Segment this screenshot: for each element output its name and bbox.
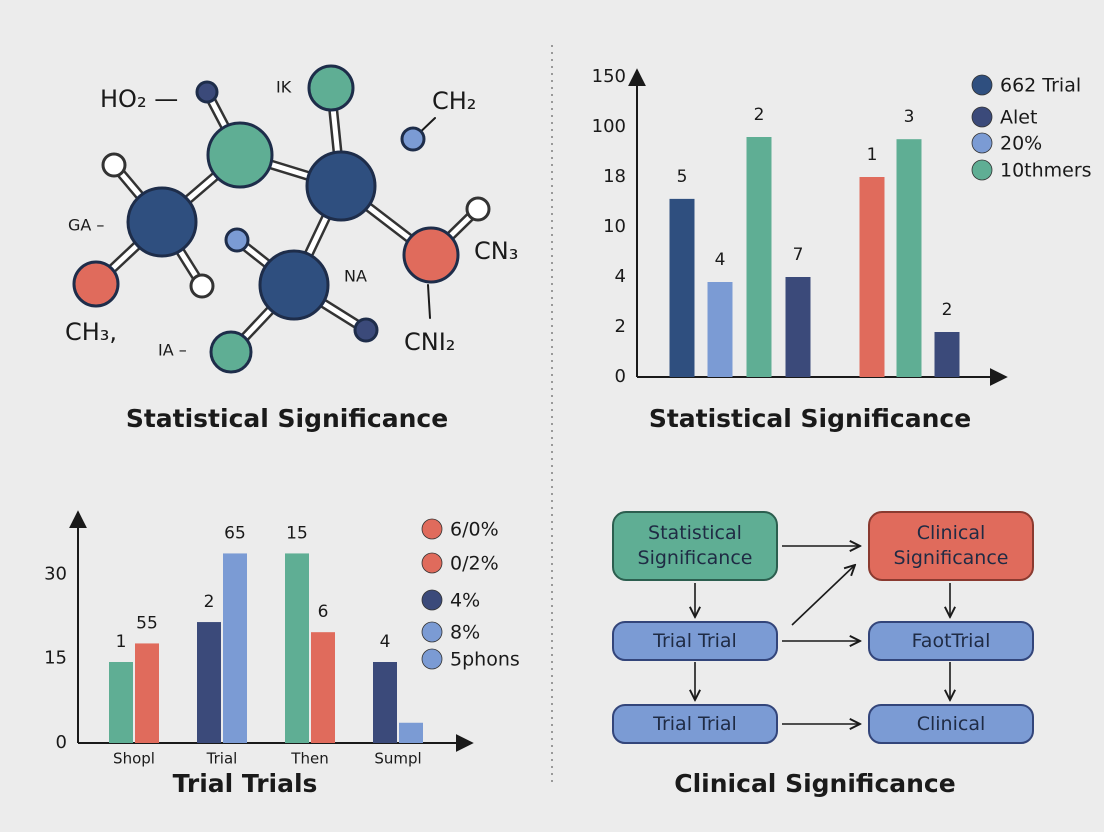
legend-swatch [421, 648, 443, 670]
bar-annotation: 3 [904, 107, 915, 127]
atom-label: HO₂ — [100, 85, 178, 113]
atom-label: NA [344, 267, 367, 286]
legend-swatch [421, 518, 443, 540]
bar-annotation: 6 [318, 602, 329, 622]
bar-annotation: 4 [715, 250, 726, 270]
bar [896, 139, 922, 377]
atom-label: CN₃ [474, 237, 518, 265]
bar-annotation: 55 [136, 613, 158, 633]
panel-title: Statistical Significance [126, 404, 448, 433]
atom-label: IA – [158, 341, 187, 360]
chart-title: Statistical Significance [649, 404, 971, 433]
legend-swatch [421, 552, 443, 574]
bar-annotation: 7 [793, 245, 804, 265]
y-tick-label: 10 [603, 216, 626, 237]
bar [197, 622, 221, 743]
bar [373, 662, 397, 743]
bar-annotation: 5 [677, 167, 688, 187]
legend-swatch [971, 159, 993, 181]
flow-node: Statistical Significance [612, 511, 778, 581]
legend-swatch [421, 621, 443, 643]
bar [859, 177, 885, 377]
y-tick-label: 30 [44, 563, 67, 584]
bar-annotation: 65 [224, 523, 246, 543]
legend-swatch [971, 132, 993, 154]
atom-label: CH₃, [65, 318, 117, 346]
chart-title: Trial Trials [173, 769, 318, 798]
y-tick-label: 150 [592, 66, 626, 87]
y-tick-label: 0 [615, 366, 626, 387]
bar-annotation: 2 [204, 592, 215, 612]
y-tick-label: 15 [44, 648, 67, 669]
bar-annotation: 2 [942, 300, 953, 320]
legend-label: 662 Trial [1000, 75, 1081, 97]
legend-label: 5phons [450, 649, 520, 671]
flow-node: Trial Trial [612, 621, 778, 661]
legend-label: 20% [1000, 133, 1042, 155]
bar-annotation: 15 [286, 523, 308, 543]
bar [399, 722, 423, 743]
x-tick-label: Shopl [113, 750, 155, 768]
bar [109, 662, 133, 743]
legend-swatch [971, 106, 993, 128]
legend-label: 0/2% [450, 553, 499, 575]
bar [669, 198, 695, 377]
legend-swatch [971, 74, 993, 96]
legend-label: 6/0% [450, 519, 499, 541]
bar [285, 553, 309, 743]
bar [135, 643, 159, 743]
bar [707, 282, 733, 377]
atom-label: CNI₂ [404, 328, 455, 356]
y-tick-label: 4 [615, 266, 626, 287]
legend-swatch [421, 589, 443, 611]
legend-label: 8% [450, 622, 480, 644]
x-tick-label: Trial [206, 750, 238, 768]
molecule [72, 64, 491, 374]
x-tick-label: Sumpl [374, 750, 421, 768]
atom-label: GA – [68, 216, 104, 235]
atom-label: CH₂ [432, 87, 476, 115]
bar [785, 277, 811, 377]
bar [934, 332, 960, 377]
y-tick-label: 18 [603, 166, 626, 187]
flow-node: Clinical Significance [868, 511, 1034, 581]
bar [746, 137, 772, 377]
x-tick-label: Then [290, 750, 328, 768]
flow-arrows [695, 546, 950, 724]
flow-node: Trial Trial [612, 704, 778, 744]
bar-annotation: 1 [867, 145, 878, 165]
bar [223, 553, 247, 743]
bar-annotation: 2 [754, 105, 765, 125]
y-tick-label: 100 [592, 116, 626, 137]
y-tick-label: 2 [615, 316, 626, 337]
legend-label: 4% [450, 590, 480, 612]
bar-annotation: 4 [380, 632, 391, 652]
legend-label: 10thmers [1000, 160, 1092, 182]
panel-title: Clinical Significance [674, 769, 955, 798]
atom-label: IK [276, 78, 292, 97]
y-tick-label: 0 [56, 732, 67, 753]
bar-annotation: 1 [116, 632, 127, 652]
flow-node: Clinical [868, 704, 1034, 744]
flow-node: FaotTrial [868, 621, 1034, 661]
bar [311, 632, 335, 743]
legend-label: Alet [1000, 107, 1037, 129]
